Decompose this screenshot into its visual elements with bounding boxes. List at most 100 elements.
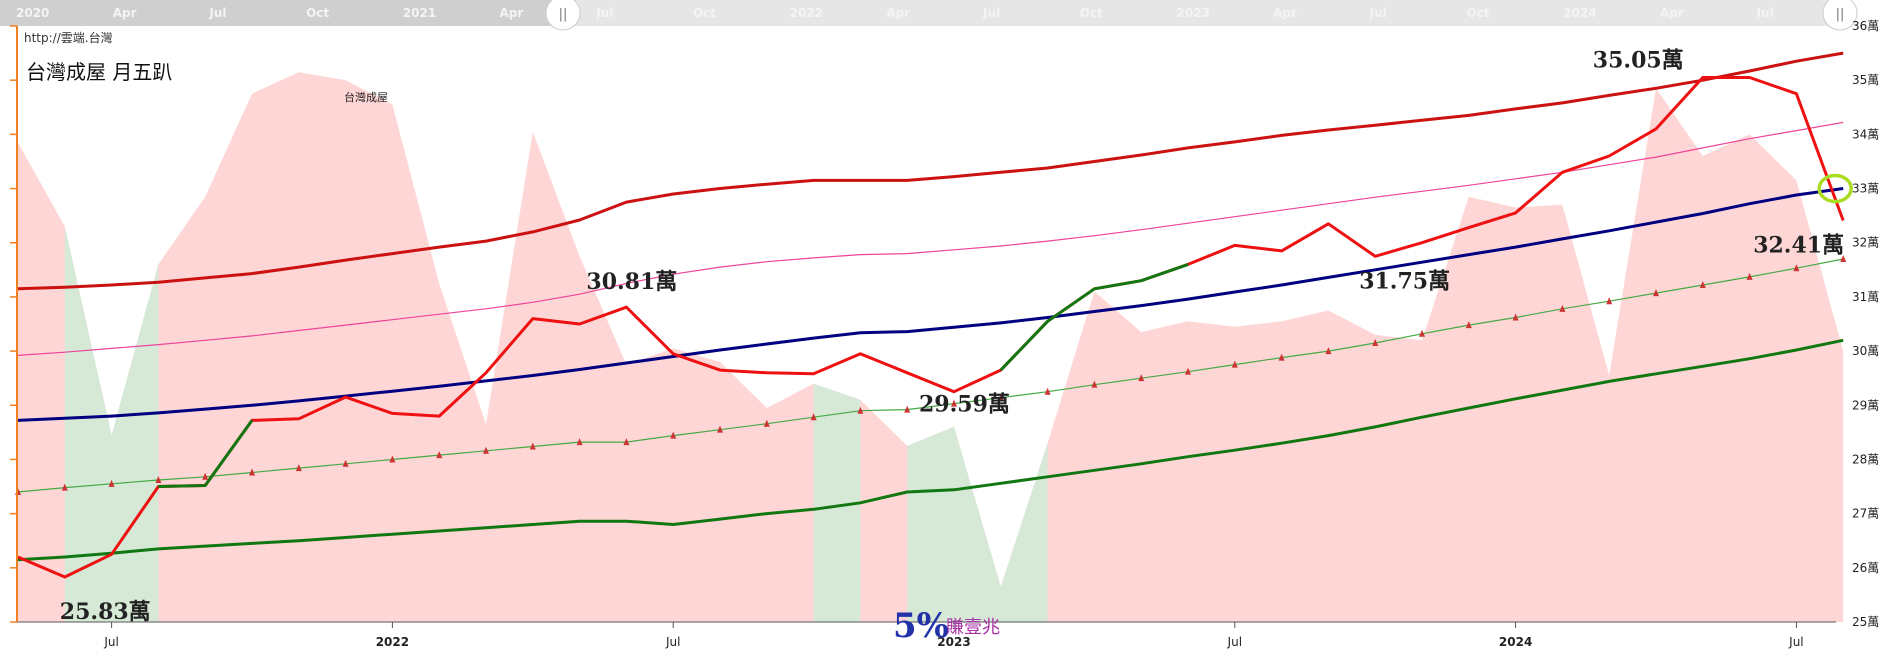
watermark-percent: 5% [893,606,949,646]
series-marker [904,405,911,413]
navigator-tick-label: Apr [1660,6,1684,20]
series-marker [1793,264,1800,272]
navigator-tick-label: Apr [1273,6,1297,20]
x-tick-label: Jul [1788,635,1803,649]
series-marker [997,393,1004,401]
x-tick-label: 2022 [376,635,409,649]
series-marker [1044,387,1051,395]
y-tick-label: 31萬 [1852,290,1879,304]
navigator-tick-label: Oct [693,6,716,20]
y-tick-label: 27萬 [1852,507,1879,521]
navigator-tick-label: 2024 [1563,6,1596,20]
series-marker [810,413,817,421]
series-marker [342,459,349,467]
series-marker [202,472,209,480]
series-marker [389,455,396,463]
y-tick-label: 28萬 [1852,452,1879,466]
series-marker [1746,272,1753,280]
value-area-green-band [813,383,861,622]
y-tick-label: 25萬 [1852,615,1879,629]
series-marker [623,438,630,446]
series-marker [576,438,583,446]
series-marker [1091,380,1098,388]
navigator-tick-label: 2020 [16,6,49,20]
series-marker [1559,304,1566,312]
series-marker [61,483,68,491]
x-tick-label: Jul [1227,635,1242,649]
current-point-highlight [1817,173,1853,204]
y-tick-label: 33萬 [1852,182,1879,196]
value-label: 29.59萬 [919,391,1010,417]
navigator-tick-label: Jul [208,6,226,20]
y-tick-label: 30萬 [1852,344,1879,358]
series-marker [763,419,770,427]
handle-left-label: || [559,7,568,22]
navigator-tick-label: Apr [500,6,524,20]
navigator-tick-label: Jul [595,6,613,20]
navigator-tick-label: Jul [1369,6,1387,20]
series-marker [857,406,864,414]
series-marker [1606,297,1613,305]
series-line-band [17,338,1844,562]
series-marker [1325,347,1332,355]
value-area [18,72,1844,623]
navigator-tick-label: Jul [1756,6,1774,20]
series-marker [951,399,957,407]
left-axis-ticks [10,25,17,623]
series-line-main-rising [999,262,1189,372]
navigator-tick-label: 2021 [403,6,436,20]
series-line-band [17,51,1844,291]
series-marker [1372,338,1379,346]
series-line-main-rising [158,419,254,488]
y-tick-label: 36萬 [1852,19,1879,33]
series-marker [1840,254,1847,262]
chart-title: 台灣成屋 月五趴 [26,60,172,84]
value-annotations: 25.83萬 30.81萬 29.59萬 31.75萬 35.05萬 32.41萬 [60,47,1844,625]
x-tick-label: 2024 [1499,635,1532,649]
x-tick-label: Jul [103,635,118,649]
navigator-handle-right[interactable]: || [1822,0,1858,31]
y-tick-label: 35萬 [1852,73,1879,87]
navigator-tick-label: Apr [113,6,137,20]
series-line-band [17,121,1844,356]
x-tick-label: Jul [665,635,680,649]
watermark: 5% 賺壹兆 [893,606,1000,646]
series-marker [1185,367,1191,375]
series-marker [249,468,255,476]
y-tick-label: 34萬 [1852,127,1879,141]
navigator-tick-label: Oct [1080,6,1103,20]
value-area-green-band [64,226,159,622]
navigator-tick-label: Oct [1467,6,1490,20]
navigator-handle-left[interactable]: || [545,0,581,31]
navigator-tick-label: Oct [306,6,329,20]
series-marker [1278,353,1285,361]
series-marker [1512,313,1519,321]
series-marker [1465,321,1472,329]
y-tick-label: 32萬 [1852,236,1879,250]
watermark-text: 賺壹兆 [946,617,1000,638]
series-marker [670,431,677,439]
series-line-main [17,76,1845,579]
chart-marks [15,51,1847,623]
series-marker [1699,280,1706,288]
navigator-tick-label: Apr [886,6,910,20]
y-tick-label: 26萬 [1852,561,1879,575]
series-marker [717,425,723,433]
handle-right-label: || [1836,7,1845,22]
series-marker [483,446,489,454]
navigator-tick-label: 2023 [1176,6,1209,20]
navigator-selected-range[interactable] [563,0,1836,26]
value-label: 25.83萬 [60,599,151,625]
series-marker [155,476,162,484]
y-tick-label: 29萬 [1852,398,1879,412]
value-label: 30.81萬 [586,269,677,295]
series-marker [436,451,443,459]
range-navigator[interactable]: 2020 Apr Jul Oct 2021 Apr Jul Oct 2022 Apr Jul Oct 2… [0,0,1858,31]
series-marker [529,442,536,450]
source-url[interactable]: http://雲端.台灣 [24,30,113,45]
navigator-ticks: 2020 Apr Jul Oct 2021 Apr Jul Oct 2022 Apr Jul Oct 2… [16,6,1774,20]
series-marker [1138,374,1145,382]
value-label: 31.75萬 [1359,268,1450,294]
series-marker [295,464,302,472]
